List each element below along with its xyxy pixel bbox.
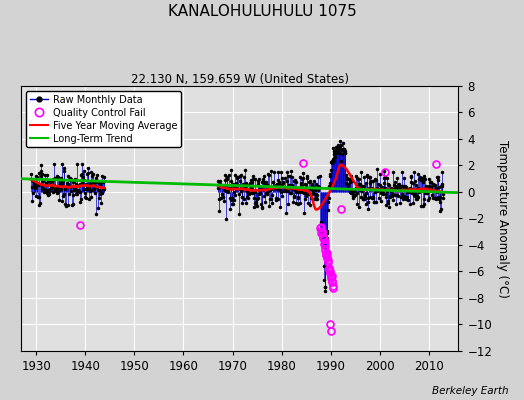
Title: 22.130 N, 159.659 W (United States): 22.130 N, 159.659 W (United States) (131, 73, 349, 86)
Text: KANALOHULUHULU 1075: KANALOHULUHULU 1075 (168, 4, 356, 19)
Text: Berkeley Earth: Berkeley Earth (432, 386, 508, 396)
Y-axis label: Temperature Anomaly (°C): Temperature Anomaly (°C) (496, 140, 509, 298)
Legend: Raw Monthly Data, Quality Control Fail, Five Year Moving Average, Long-Term Tren: Raw Monthly Data, Quality Control Fail, … (26, 91, 181, 147)
